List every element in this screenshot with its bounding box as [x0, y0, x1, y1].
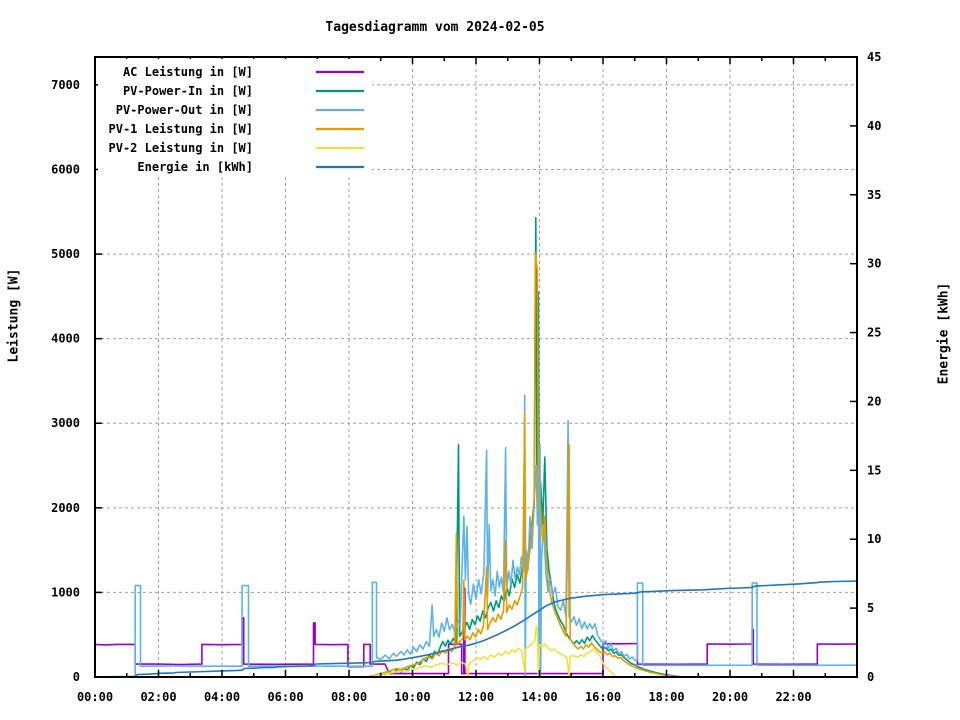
- legend-label-pv-1-leistung-in-w: PV-1 Leistung in [W]: [109, 122, 254, 136]
- x-tick-label: 22:00: [775, 690, 811, 704]
- y2-tick-label: 15: [867, 463, 881, 477]
- x-tick-label: 04:00: [204, 690, 240, 704]
- series-line-pv-1-leistung-in-w: [365, 252, 684, 678]
- series-line-energie-in-kwh: [94, 580, 858, 678]
- y2-tick-label: 40: [867, 119, 881, 133]
- legend-label-pv-2-leistung-in-w: PV-2 Leistung in [W]: [109, 141, 254, 155]
- y-tick-label: 6000: [51, 162, 80, 176]
- legend: AC Leistung in [W] PV-Power-In in [W] PV-P…: [98, 59, 372, 176]
- legend-background: [98, 59, 372, 176]
- x-tick-label: 10:00: [394, 690, 430, 704]
- y2-tick-label: 25: [867, 326, 881, 340]
- y2-tick-label: 45: [867, 50, 881, 64]
- y-tick-label: 4000: [51, 332, 80, 346]
- series-line-ac-leistung-in-w: [94, 587, 858, 675]
- y-tick-label: 2000: [51, 501, 80, 515]
- tick-labels: 00:00 02:00 04:00 06:00 08:00 10:00 12:00 14:00…: [51, 50, 881, 704]
- series-line-pv-power-out-in-w: [134, 394, 858, 678]
- y-tick-label: 7000: [51, 78, 80, 92]
- y2-tick-label: 10: [867, 532, 881, 546]
- y2-tick-label: 20: [867, 394, 881, 408]
- x-tick-label: 12:00: [458, 690, 494, 704]
- legend-label-ac-leistung-in-w: AC Leistung in [W]: [123, 65, 253, 79]
- x-tick-label: 06:00: [267, 690, 303, 704]
- y-tick-label: 3000: [51, 416, 80, 430]
- legend-label-pv-power-out-in-w: PV-Power-Out in [W]: [116, 103, 253, 117]
- y-tick-label: 1000: [51, 585, 80, 599]
- y2-tick-label: 5: [867, 601, 874, 615]
- x-tick-label: 00:00: [77, 690, 113, 704]
- y-tick-label: 0: [73, 670, 80, 684]
- legend-label-energie-in-kwh: Energie in [kWh]: [137, 160, 253, 174]
- x-tick-label: 14:00: [521, 690, 557, 704]
- chart-title: Tagesdiagramm vom 2024-02-05: [325, 20, 545, 35]
- y-tick-label: 5000: [51, 247, 80, 261]
- x-tick-label: 18:00: [648, 690, 684, 704]
- y2-axis-label: Energie [kWh]: [936, 282, 952, 385]
- y2-tick-label: 35: [867, 188, 881, 202]
- y-axis-label: Leistung [W]: [6, 268, 22, 363]
- axis-border-and-ticks: [94, 56, 858, 678]
- y2-tick-label: 0: [867, 670, 874, 684]
- x-tick-label: 02:00: [140, 690, 176, 704]
- legend-label-pv-power-in-in-w: PV-Power-In in [W]: [123, 84, 253, 98]
- y2-tick-label: 30: [867, 257, 881, 271]
- x-tick-label: 16:00: [585, 690, 621, 704]
- series-line-pv-2-leistung-in-w: [370, 625, 617, 678]
- x-tick-label: 20:00: [712, 690, 748, 704]
- x-tick-label: 08:00: [331, 690, 367, 704]
